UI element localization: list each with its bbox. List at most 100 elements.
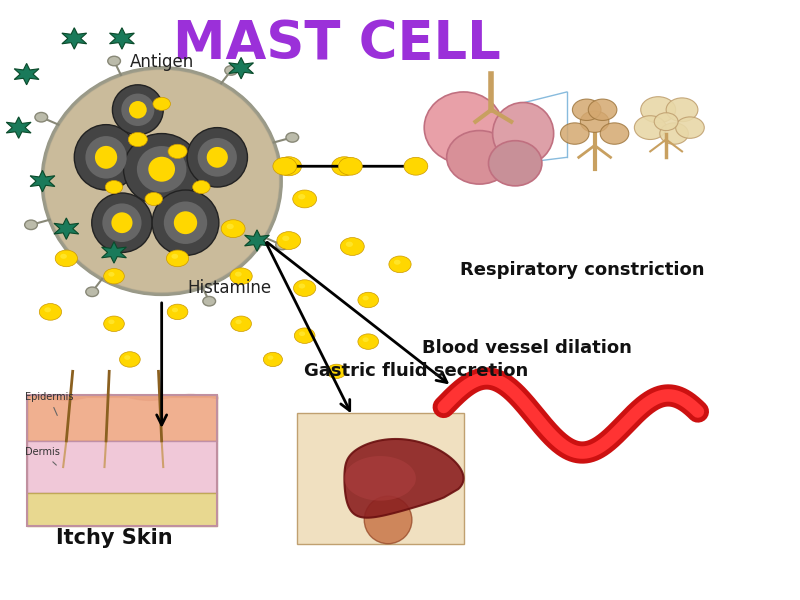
Polygon shape: [344, 439, 463, 518]
Circle shape: [235, 320, 242, 324]
Ellipse shape: [129, 101, 146, 119]
Text: Antigen: Antigen: [130, 53, 194, 71]
Circle shape: [404, 157, 428, 175]
Circle shape: [362, 337, 369, 342]
Polygon shape: [245, 230, 270, 251]
Circle shape: [225, 65, 238, 75]
Polygon shape: [229, 58, 254, 79]
Circle shape: [580, 111, 609, 133]
Polygon shape: [26, 493, 218, 526]
Ellipse shape: [92, 193, 152, 253]
Ellipse shape: [102, 203, 142, 242]
Polygon shape: [26, 441, 218, 493]
Text: Epidermis: Epidermis: [25, 392, 74, 415]
Circle shape: [273, 157, 297, 175]
Text: MAST CELL: MAST CELL: [173, 19, 500, 70]
Circle shape: [203, 296, 215, 306]
Ellipse shape: [86, 136, 126, 179]
Circle shape: [332, 157, 357, 176]
Circle shape: [235, 272, 242, 277]
Text: Respiratory constriction: Respiratory constriction: [461, 261, 705, 279]
Circle shape: [294, 280, 316, 296]
Ellipse shape: [424, 92, 503, 163]
Polygon shape: [14, 64, 39, 85]
Ellipse shape: [446, 131, 512, 184]
Circle shape: [128, 133, 147, 146]
Circle shape: [282, 161, 290, 167]
Text: Dermis: Dermis: [25, 447, 60, 465]
Polygon shape: [344, 456, 416, 500]
Ellipse shape: [493, 103, 554, 164]
Text: Itchy Skin: Itchy Skin: [56, 528, 172, 548]
Circle shape: [60, 254, 67, 259]
Circle shape: [222, 220, 245, 238]
Circle shape: [346, 242, 353, 247]
Ellipse shape: [206, 147, 228, 168]
Polygon shape: [62, 28, 86, 49]
Ellipse shape: [95, 146, 117, 169]
Circle shape: [172, 308, 178, 312]
FancyBboxPatch shape: [297, 413, 463, 544]
Circle shape: [572, 99, 601, 121]
Circle shape: [298, 194, 306, 199]
Ellipse shape: [42, 68, 281, 294]
Circle shape: [641, 97, 676, 123]
Circle shape: [108, 320, 114, 324]
Circle shape: [660, 123, 688, 144]
Circle shape: [276, 157, 302, 176]
Polygon shape: [6, 117, 31, 139]
Circle shape: [193, 181, 210, 194]
Circle shape: [108, 272, 114, 277]
Circle shape: [226, 224, 234, 229]
Ellipse shape: [74, 125, 138, 190]
Circle shape: [561, 123, 589, 144]
Circle shape: [282, 236, 290, 241]
Circle shape: [666, 98, 698, 122]
Circle shape: [394, 260, 401, 265]
Circle shape: [293, 190, 317, 208]
Circle shape: [298, 284, 306, 289]
Text: Histamine: Histamine: [187, 279, 271, 297]
Circle shape: [153, 97, 170, 110]
Circle shape: [124, 355, 130, 360]
Circle shape: [338, 161, 345, 167]
Circle shape: [634, 116, 666, 140]
Circle shape: [277, 232, 301, 250]
Circle shape: [86, 287, 98, 296]
Circle shape: [171, 254, 178, 259]
Circle shape: [25, 220, 38, 230]
Circle shape: [338, 157, 362, 175]
Circle shape: [119, 352, 140, 367]
Circle shape: [600, 123, 629, 144]
Circle shape: [362, 296, 369, 301]
Polygon shape: [30, 170, 55, 192]
Ellipse shape: [198, 138, 237, 176]
Circle shape: [654, 113, 678, 131]
Circle shape: [230, 316, 251, 332]
Circle shape: [166, 250, 189, 267]
Ellipse shape: [148, 157, 175, 182]
Circle shape: [268, 356, 274, 360]
Ellipse shape: [164, 202, 207, 244]
Circle shape: [108, 56, 121, 66]
Ellipse shape: [123, 134, 200, 205]
Circle shape: [145, 193, 162, 205]
Ellipse shape: [42, 68, 281, 294]
Circle shape: [389, 256, 411, 272]
Circle shape: [263, 352, 282, 367]
Ellipse shape: [364, 496, 412, 544]
Circle shape: [55, 250, 78, 267]
Circle shape: [299, 331, 305, 336]
Ellipse shape: [137, 146, 186, 193]
Text: Blood vessel dilation: Blood vessel dilation: [422, 338, 632, 356]
Circle shape: [106, 181, 122, 194]
Circle shape: [327, 364, 346, 379]
Polygon shape: [102, 242, 126, 263]
Circle shape: [341, 238, 364, 256]
Circle shape: [676, 117, 704, 139]
Circle shape: [331, 367, 337, 371]
Ellipse shape: [187, 128, 247, 187]
Text: Gastric fluid secretion: Gastric fluid secretion: [304, 362, 528, 380]
Ellipse shape: [122, 94, 154, 126]
Circle shape: [168, 144, 187, 158]
